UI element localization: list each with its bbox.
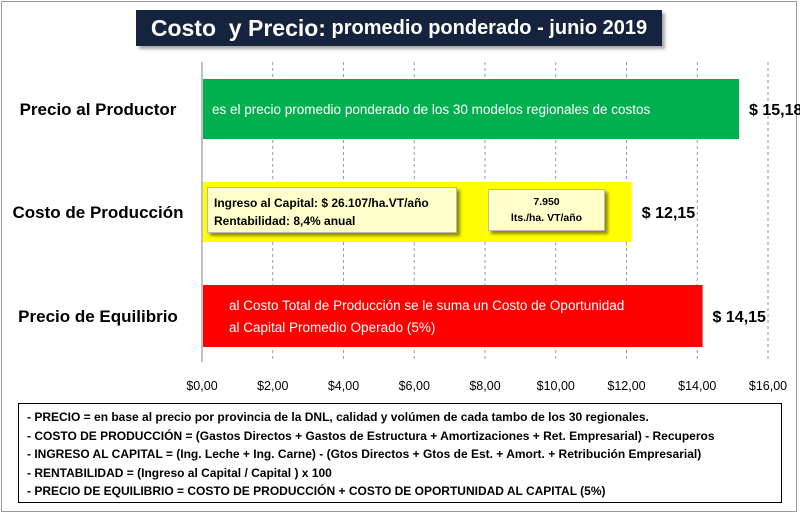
bar-annotation: al Capital Promedio Operado (5%): [229, 320, 435, 335]
litros-value: 7.950: [533, 196, 560, 208]
x-tick-label: $0,00: [186, 379, 217, 393]
x-tick-label: $14,00: [678, 379, 716, 393]
category-label: Costo de Producción: [13, 203, 184, 222]
chart-title: Costo y Precio: promedio ponderado - jun…: [136, 10, 662, 46]
title-sub: promedio ponderado - junio 2019: [325, 16, 648, 39]
rentabilidad-text: Rentabilidad: 8,4% anual: [214, 214, 356, 228]
title-main: Costo y Precio:: [150, 14, 326, 41]
note-costo-produccion: - COSTO DE PRODUCCIÓN = (Gastos Directos…: [27, 428, 715, 443]
bar-3: [203, 285, 703, 347]
bar-annotation: al Costo Total de Producción se le suma …: [229, 298, 624, 313]
category-label: Precio de Equilibrio: [18, 307, 178, 326]
litros-box: 7.950 lts./ha. VT/año: [488, 189, 605, 231]
ingreso-capital-text: Ingreso al Capital: $ 26.107/ha.VT/año: [214, 196, 429, 210]
x-tick-label: $10,00: [537, 379, 575, 393]
bar-annotation: es el precio promedio ponderado de los 3…: [212, 102, 651, 117]
litros-unit: lts./ha. VT/año: [510, 212, 583, 224]
x-tick-label: $4,00: [328, 379, 359, 393]
note-rentabilidad: - RENTABILIDAD = (Ingreso al Capital / C…: [27, 465, 332, 480]
note-precio-equilibrio: - PRECIO DE EQUILIBRIO = COSTO DE PRODUC…: [27, 484, 606, 498]
notes-box: - PRECIO = en base al precio por provinc…: [18, 403, 782, 503]
x-tick-label: $6,00: [399, 379, 430, 393]
x-tick-label: $16,00: [749, 379, 787, 393]
x-tick-label: $8,00: [469, 379, 500, 393]
note-ingreso-capital: - INGRESO AL CAPITAL = (Ing. Leche + Ing…: [27, 447, 702, 461]
ingreso-capital-box: Ingreso al Capital: $ 26.107/ha.VT/año R…: [207, 187, 457, 233]
x-tick-label: $12,00: [607, 379, 645, 393]
x-tick-label: $2,00: [257, 379, 288, 393]
category-label: Precio al Productor: [20, 100, 177, 119]
bar-1: [203, 79, 739, 139]
value-label: $ 14,15: [713, 309, 766, 326]
value-label: $ 15,18: [749, 102, 800, 119]
value-label: $ 12,15: [642, 205, 695, 222]
note-precio: - PRECIO = en base al precio por provinc…: [27, 410, 649, 424]
